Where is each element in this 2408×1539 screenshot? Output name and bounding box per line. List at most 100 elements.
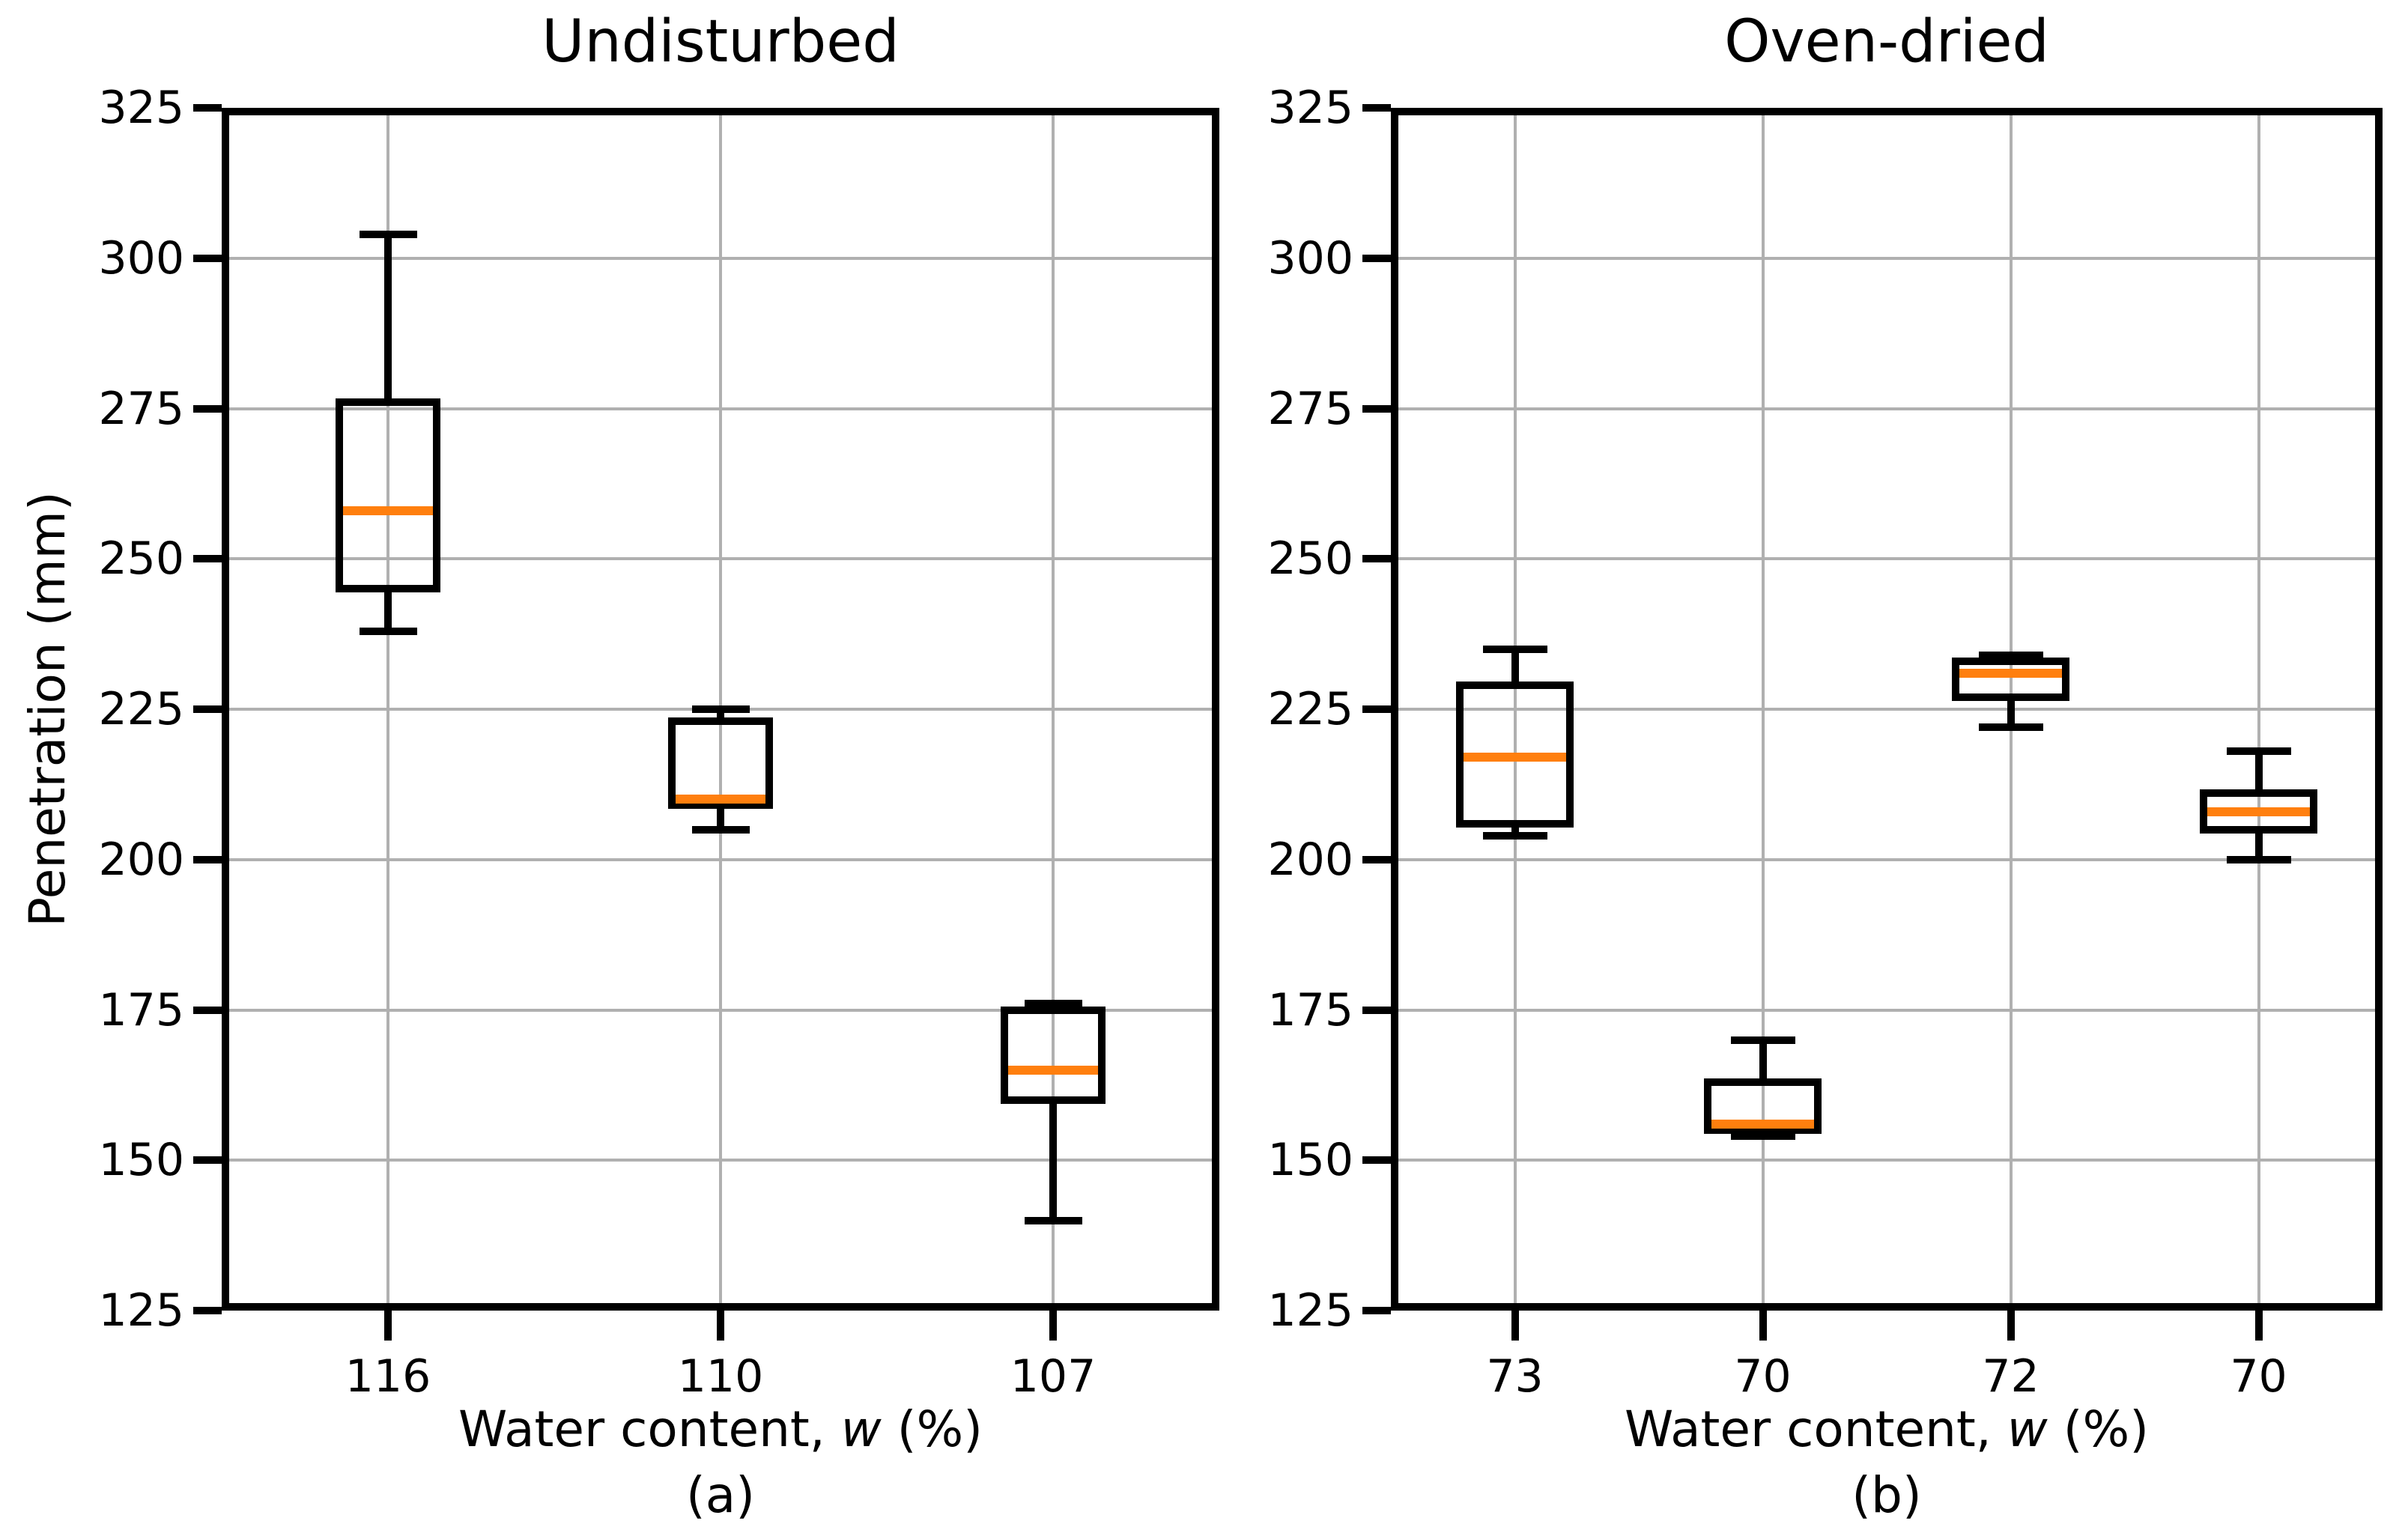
whisker-lower bbox=[1511, 823, 1519, 836]
x-gridline bbox=[1513, 108, 1517, 1311]
x-tick bbox=[717, 1311, 724, 1341]
x-tick-label: 70 bbox=[1734, 1350, 1792, 1403]
y-gridline bbox=[1391, 1008, 2383, 1012]
y-tick-label: 125 bbox=[98, 1284, 184, 1337]
y-tick bbox=[1362, 1156, 1391, 1165]
median-line bbox=[1959, 668, 2062, 678]
y-gridline bbox=[1391, 256, 2383, 260]
whisker-lower bbox=[2007, 696, 2015, 728]
y-tick-label: 250 bbox=[1267, 532, 1353, 586]
whisker-upper bbox=[384, 234, 392, 403]
whisker-lower bbox=[717, 805, 724, 830]
median-line bbox=[1711, 1120, 1814, 1129]
y-tick-label: 200 bbox=[1267, 833, 1353, 886]
cap-lower bbox=[1730, 1132, 1795, 1141]
cap-lower bbox=[1482, 831, 1547, 840]
x-tick bbox=[1049, 1311, 1057, 1341]
cap-upper bbox=[691, 705, 750, 713]
box bbox=[1001, 1006, 1106, 1104]
x-gridline bbox=[386, 108, 389, 1311]
cap-upper bbox=[1978, 651, 2043, 659]
x-tick-label: 110 bbox=[677, 1350, 764, 1403]
cap-upper bbox=[1730, 1036, 1795, 1044]
y-tick-label: 325 bbox=[98, 82, 184, 134]
cap-lower bbox=[691, 825, 750, 834]
x-gridline bbox=[1761, 108, 1765, 1311]
x-tick bbox=[1511, 1311, 1519, 1341]
median-line bbox=[1008, 1065, 1098, 1075]
x-axis-label-symbol: w bbox=[840, 1400, 882, 1458]
x-axis-label-text: Water content, bbox=[458, 1400, 841, 1458]
y-tick bbox=[193, 404, 222, 413]
panel-title: Oven-dried bbox=[1724, 8, 2049, 76]
x-gridline bbox=[1052, 108, 1055, 1311]
x-axis-label-units: (%) bbox=[881, 1400, 983, 1458]
y-tick bbox=[193, 1006, 222, 1014]
y-tick bbox=[193, 705, 222, 713]
x-tick bbox=[2007, 1311, 2015, 1341]
y-gridline bbox=[1391, 708, 2383, 711]
y-tick bbox=[1362, 555, 1391, 563]
panel-sublabel: (a) bbox=[686, 1466, 755, 1524]
y-tick bbox=[1362, 254, 1391, 262]
whisker-lower bbox=[1049, 1099, 1057, 1221]
whisker-upper bbox=[717, 709, 724, 722]
x-tick-label: 107 bbox=[1010, 1350, 1097, 1403]
x-tick bbox=[1759, 1311, 1767, 1341]
whisker-upper bbox=[1511, 649, 1519, 685]
box bbox=[1952, 657, 2069, 701]
cap-lower bbox=[1978, 723, 2043, 732]
y-tick bbox=[193, 1307, 222, 1314]
x-tick bbox=[2254, 1311, 2263, 1341]
y-tick bbox=[193, 1156, 222, 1165]
y-tick-label: 325 bbox=[1267, 82, 1353, 134]
y-tick-label: 175 bbox=[98, 983, 184, 1036]
y-tick-label: 150 bbox=[1267, 1134, 1353, 1187]
y-tick bbox=[193, 555, 222, 563]
panel-sublabel: (b) bbox=[1852, 1466, 1922, 1524]
cap-lower bbox=[2226, 855, 2291, 863]
box bbox=[336, 398, 440, 593]
box bbox=[668, 717, 773, 810]
y-tick-label: 225 bbox=[1267, 683, 1353, 735]
whisker-lower bbox=[2254, 829, 2263, 860]
y-gridline bbox=[1391, 1159, 2383, 1162]
y-tick-label: 200 bbox=[98, 833, 184, 886]
y-tick-label: 300 bbox=[1267, 231, 1353, 285]
y-tick-label: 250 bbox=[98, 532, 184, 586]
y-tick-label: 150 bbox=[98, 1134, 184, 1187]
panel-title: Undisturbed bbox=[542, 8, 900, 76]
box bbox=[1456, 681, 1574, 828]
y-tick-label: 175 bbox=[1267, 983, 1353, 1036]
y-gridline bbox=[1391, 557, 2383, 561]
y-tick bbox=[1362, 705, 1391, 713]
y-tick-label: 225 bbox=[98, 683, 184, 735]
x-gridline bbox=[2257, 108, 2260, 1311]
cap-lower bbox=[1024, 1216, 1082, 1224]
y-tick-label: 275 bbox=[1267, 382, 1353, 435]
cap-upper bbox=[1024, 1000, 1082, 1008]
x-tick-label: 116 bbox=[345, 1350, 431, 1403]
y-tick bbox=[1362, 104, 1391, 112]
y-tick bbox=[1362, 404, 1391, 413]
y-tick-label: 125 bbox=[1267, 1284, 1353, 1337]
x-tick-label: 73 bbox=[1486, 1350, 1544, 1403]
box bbox=[2200, 789, 2317, 834]
y-tick bbox=[1362, 1006, 1391, 1014]
cap-upper bbox=[359, 230, 417, 238]
y-tick-label: 300 bbox=[98, 231, 184, 285]
y-tick bbox=[1362, 1307, 1391, 1314]
x-tick-label: 72 bbox=[1982, 1350, 2039, 1403]
y-gridline bbox=[1391, 857, 2383, 861]
cap-upper bbox=[1482, 645, 1547, 653]
median-line bbox=[1464, 753, 1566, 762]
x-tick bbox=[384, 1311, 392, 1341]
x-tick-label: 70 bbox=[2230, 1350, 2287, 1403]
cap-lower bbox=[359, 627, 417, 635]
median-line bbox=[676, 795, 765, 804]
median-line bbox=[343, 506, 433, 515]
x-axis-label: Water content, w (%) bbox=[222, 1405, 1219, 1454]
median-line bbox=[2207, 807, 2310, 816]
box bbox=[1704, 1078, 1822, 1135]
